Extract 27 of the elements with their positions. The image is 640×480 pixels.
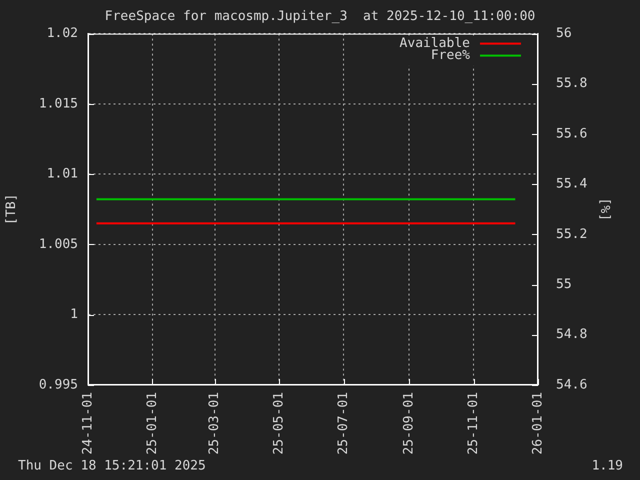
y-tick-label: 1.005	[38, 236, 78, 252]
x-tick-label: 25-07-01	[336, 392, 352, 455]
y-tick-label: 1.015	[38, 96, 78, 112]
x-tick-label: 26-01-01	[530, 392, 546, 455]
chart-title: FreeSpace for macosmp.Jupiter_3 at 2025-12-10_11:00:00	[104, 9, 536, 24]
y2-tick-label: 55.8	[556, 76, 588, 92]
y2-tick-label: 55.4	[556, 176, 588, 192]
y2-tick-label: 56	[556, 26, 572, 41]
y-tick-label: 0.995	[38, 377, 78, 392]
y2-tick-label: 55	[556, 276, 572, 292]
x-tick-label: 25-01-01	[144, 392, 160, 455]
y-tick-label: 1.01	[46, 166, 78, 182]
x-tick-label: 25-11-01	[466, 392, 481, 455]
x-tick-label: 25-09-01	[402, 392, 416, 455]
x-tick-label: 25-03-01	[207, 392, 222, 455]
y2-axis-title: [%]	[596, 198, 612, 222]
y-axis-title: [TB]	[4, 194, 20, 225]
y2-tick-label: 55.6	[556, 126, 588, 142]
x-tick-label: 24-11-01	[80, 392, 96, 455]
text: 1.19	[592, 458, 623, 474]
y-tick-label: 1	[70, 307, 78, 322]
y-tick-label: 1.02	[46, 26, 78, 41]
y2-tick-label: 55.2	[556, 226, 588, 242]
text: Thu Dec 18 15:21:01 2025	[18, 458, 206, 474]
y2-tick-label: 54.6	[556, 377, 588, 392]
x-tick-label: 25-05-01	[272, 392, 287, 455]
y2-tick-label: 54.8	[556, 327, 588, 342]
